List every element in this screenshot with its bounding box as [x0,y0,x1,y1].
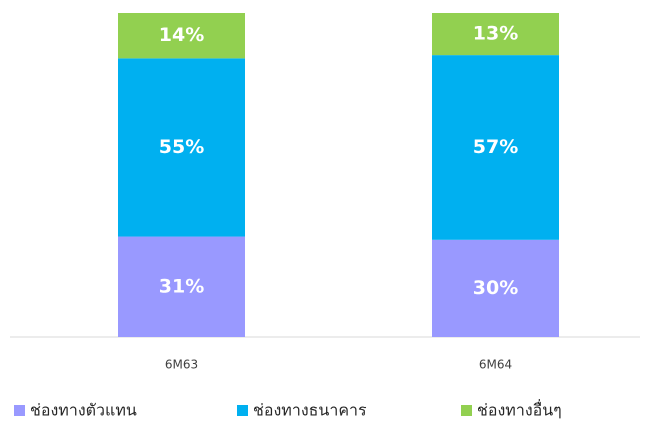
data-label: 57% [473,136,518,158]
bar-segment [118,13,245,59]
data-label: 30% [473,277,518,299]
data-label: 14% [159,24,204,46]
bar-segment [118,236,245,337]
legend-label: ช่องทางธนาคาร [253,401,367,420]
legend-label: ช่องทางตัวแทน [30,401,137,420]
data-label: 55% [159,136,204,158]
data-label: 31% [159,275,204,297]
legend-swatch [461,405,472,416]
legend-swatch [14,405,25,416]
bar-segment [432,13,559,56]
bar-segment [432,239,559,337]
legend-label: ช่องทางอื่นๆ [477,399,562,420]
bar-segment [118,58,245,237]
bar-segment [432,55,559,240]
x-tick-label: 6M63 [165,358,198,372]
x-tick-label: 6M64 [479,358,512,372]
legend-swatch [237,405,248,416]
data-label: 13% [473,23,518,45]
